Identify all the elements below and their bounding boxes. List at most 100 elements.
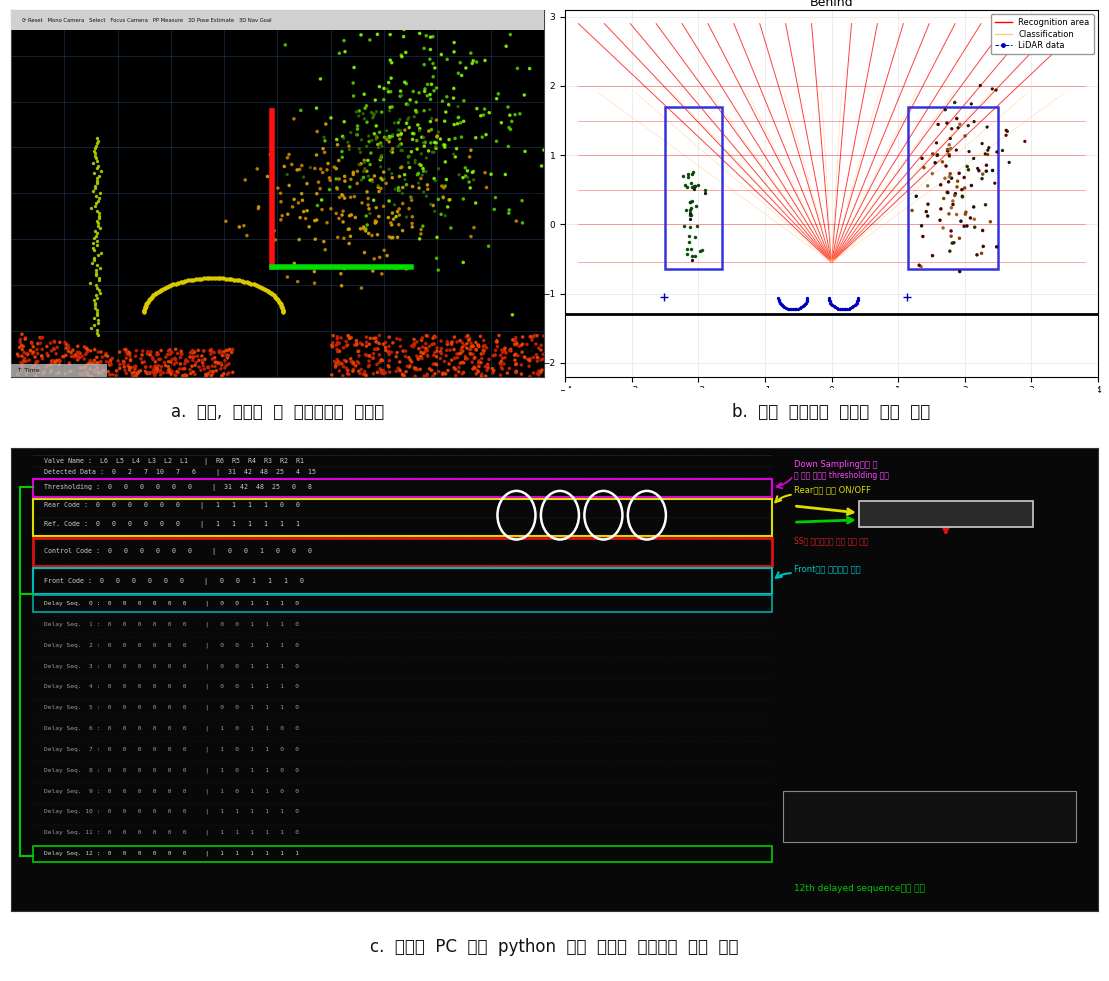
Point [116, 362, 134, 378]
Point [88, 176, 105, 191]
Point [521, 61, 539, 77]
Point [28, 354, 45, 370]
Point [458, 340, 476, 356]
Point [826, 299, 844, 315]
Text: Control Code :  0   0   0   0   0   0     |   0   0   1   0   0   0: Control Code : 0 0 0 0 0 0 | 0 0 1 0 0 0 [43, 547, 312, 555]
Point [87, 356, 104, 372]
Point [164, 277, 182, 292]
Point [415, 134, 433, 150]
Point [365, 346, 383, 362]
Point [408, 362, 426, 378]
Point [294, 192, 312, 208]
Point [85, 181, 103, 196]
Point [77, 359, 94, 375]
Point [132, 351, 150, 367]
Point [89, 360, 106, 376]
Point [384, 141, 401, 157]
Point [337, 360, 355, 376]
Point [401, 92, 419, 108]
Point [501, 107, 519, 123]
Text: a.  과수,  지지대  및  관수파이프  데이터: a. 과수, 지지대 및 관수파이프 데이터 [171, 403, 384, 421]
Point [346, 210, 364, 226]
Point [429, 191, 447, 207]
Point [356, 100, 374, 116]
Point [20, 352, 38, 368]
Point [459, 163, 477, 179]
Point [248, 161, 266, 177]
Point [377, 335, 395, 350]
Point [415, 184, 433, 200]
Point [416, 83, 434, 99]
Point [423, 122, 440, 137]
Point [428, 112, 446, 128]
Point [115, 359, 133, 375]
Point [176, 356, 194, 372]
Text: Delay Seq. 11 :  0   0   0   0   0   0     |   1   1   1   1   1   0: Delay Seq. 11 : 0 0 0 0 0 0 | 1 1 1 1 1 … [43, 830, 298, 836]
Point [357, 330, 375, 345]
Point [682, 200, 700, 216]
Point [486, 347, 503, 363]
Point [126, 358, 144, 374]
Point [213, 357, 231, 373]
Point [939, 184, 957, 200]
Point [167, 355, 185, 371]
Point [681, 202, 699, 218]
Point [69, 352, 87, 368]
Point [332, 266, 349, 282]
Point [391, 338, 409, 354]
Point [160, 359, 177, 375]
Point [391, 112, 409, 128]
Point [367, 334, 385, 349]
Point [492, 356, 510, 372]
Point [380, 364, 398, 380]
Point [88, 302, 105, 318]
Point [489, 86, 507, 102]
Point [988, 144, 1006, 160]
Point [27, 368, 44, 384]
Point [315, 129, 333, 145]
Point [355, 155, 373, 171]
Point [91, 185, 109, 201]
Point [358, 217, 376, 232]
Point [377, 339, 395, 355]
Point [363, 105, 380, 121]
Point [433, 206, 450, 222]
Point [54, 349, 72, 365]
Point [375, 336, 393, 352]
Point [838, 301, 856, 317]
Point [518, 336, 536, 352]
Point [380, 353, 398, 369]
Point [183, 345, 201, 361]
Point [523, 333, 541, 348]
Point [436, 139, 454, 155]
Point [57, 347, 74, 363]
Point [333, 356, 350, 372]
Point [428, 340, 446, 356]
Point [374, 365, 391, 381]
Point [356, 111, 374, 127]
Point [950, 264, 968, 280]
Point [414, 330, 431, 345]
Point [233, 273, 251, 288]
Point [439, 363, 457, 379]
Point [425, 356, 442, 372]
Point [450, 167, 468, 182]
Point [391, 362, 409, 378]
Point [90, 283, 108, 298]
Point [415, 103, 433, 119]
Point [391, 127, 409, 142]
Point [208, 270, 226, 285]
Point [325, 159, 343, 175]
Point [480, 238, 498, 254]
Point [265, 223, 283, 238]
Point [272, 194, 289, 210]
Point [454, 336, 471, 351]
Point [479, 356, 497, 372]
Point [407, 362, 425, 378]
Point [125, 365, 143, 381]
Bar [665, 107, 722, 270]
Point [328, 329, 346, 344]
Point [21, 342, 39, 358]
Point [328, 351, 346, 367]
Point [48, 366, 65, 382]
